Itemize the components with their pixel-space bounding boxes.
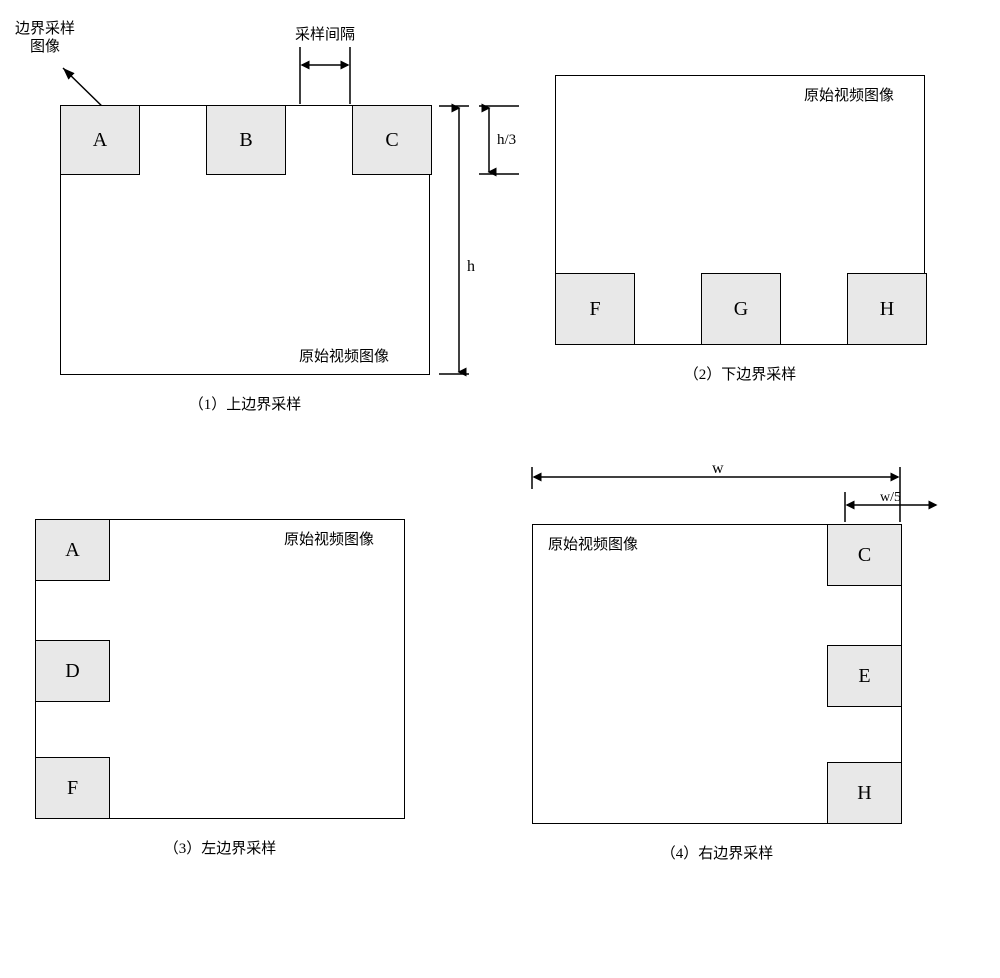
- box-letter: C: [858, 544, 871, 567]
- sampling-gap-label: 采样间隔: [295, 23, 355, 44]
- box-letter: H: [857, 782, 871, 805]
- box-letter: D: [65, 660, 79, 683]
- box-letter: A: [65, 539, 79, 562]
- fig4-top-labels: w w/5: [532, 464, 940, 524]
- box-letter: C: [385, 129, 398, 152]
- figure-3: A D F 原始视频图像 （3）左边界采样: [20, 519, 420, 863]
- figure-grid: 边界采样 图像 采样间隔: [20, 20, 980, 863]
- fig2-caption: （2）下边界采样: [555, 363, 925, 384]
- box-letter: A: [93, 129, 107, 152]
- callout-line-1: 边界采样: [15, 21, 75, 37]
- figure-2: 原始视频图像 F G H （2）下边界采样: [540, 20, 940, 414]
- dim-w5: w/5: [850, 492, 940, 522]
- sample-box-h: H: [847, 273, 927, 345]
- figure-1: 边界采样 图像 采样间隔: [20, 20, 480, 414]
- box-letter: G: [734, 298, 748, 321]
- sample-box-e: E: [827, 645, 902, 707]
- fig2-frame: 原始视频图像 F G H: [555, 75, 925, 345]
- sample-box-c: C: [352, 105, 432, 175]
- dim-w-text: w: [712, 460, 724, 477]
- fig3-frame: A D F 原始视频图像: [35, 519, 405, 819]
- row-2: A D F 原始视频图像 （3）左边界采样: [20, 464, 980, 863]
- figure-4: w w/5 C E H 原始视频图像 （4）右边界采样: [480, 464, 940, 863]
- fig4-caption: （4）右边界采样: [532, 842, 902, 863]
- sampling-gap-arrow: [305, 52, 385, 107]
- sample-box-d: D: [35, 640, 110, 702]
- dim-w: w: [532, 464, 902, 494]
- fig1-top-labels: 边界采样 图像 采样间隔: [20, 20, 480, 105]
- sample-box-a3: A: [35, 519, 110, 581]
- dim-h3-text: h/3: [497, 132, 516, 148]
- box-letter: B: [239, 129, 252, 152]
- sample-box-g: G: [701, 273, 781, 345]
- sample-box-b: B: [206, 105, 286, 175]
- sample-box-h4: H: [827, 762, 902, 824]
- fig1-inside-label: 原始视频图像: [299, 345, 389, 366]
- row-1: 边界采样 图像 采样间隔: [20, 20, 980, 414]
- fig1-caption: （1）上边界采样: [60, 393, 430, 414]
- dim-w5-text: w/5: [880, 490, 901, 505]
- fig3-caption: （3）左边界采样: [35, 837, 405, 858]
- sample-box-f: F: [555, 273, 635, 345]
- boundary-callout: 边界采样 图像: [15, 20, 75, 56]
- fig1-frame: A B C 原始视频图像 h/3: [60, 105, 430, 375]
- sample-box-c4: C: [827, 524, 902, 586]
- box-letter: H: [880, 298, 894, 321]
- fig4-frame: C E H 原始视频图像: [532, 524, 902, 824]
- fig4-inside-label: 原始视频图像: [548, 533, 638, 554]
- fig2-inside-label: 原始视频图像: [804, 84, 894, 105]
- sample-box-a: A: [60, 105, 140, 175]
- fig3-inside-label: 原始视频图像: [284, 528, 374, 549]
- box-letter: F: [67, 777, 78, 800]
- box-letter: F: [589, 298, 600, 321]
- callout-line-2: 图像: [30, 39, 60, 55]
- dim-h: h: [434, 106, 484, 376]
- box-letter: E: [858, 665, 870, 688]
- sample-box-f3: F: [35, 757, 110, 819]
- dim-h-text: h: [467, 258, 475, 275]
